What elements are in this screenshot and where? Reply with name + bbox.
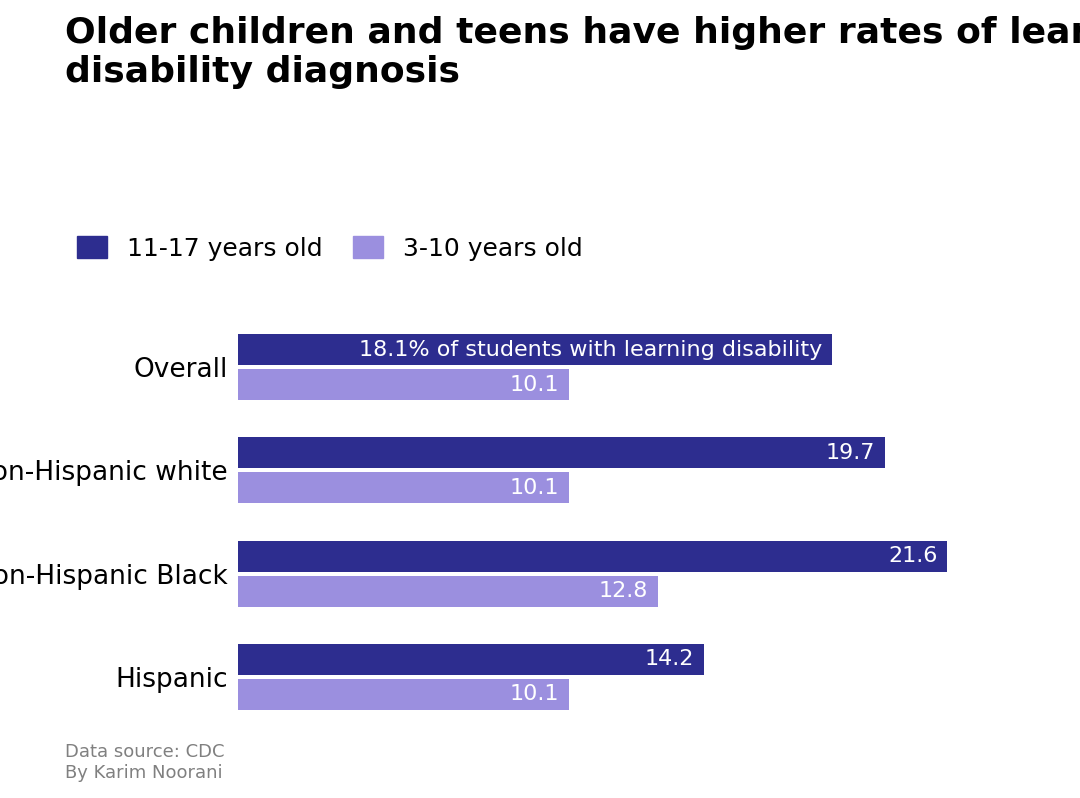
Text: 12.8: 12.8: [598, 581, 648, 601]
Bar: [238, 679, 569, 710]
Text: 10.1: 10.1: [510, 374, 559, 395]
Bar: [238, 540, 947, 571]
Bar: [238, 644, 704, 675]
Bar: [238, 369, 569, 400]
Legend: 11-17 years old, 3-10 years old: 11-17 years old, 3-10 years old: [78, 236, 583, 261]
Text: 18.1% of students with learning disability: 18.1% of students with learning disabili…: [359, 339, 822, 360]
Bar: [238, 437, 885, 468]
Text: Data source: CDC
By Karim Noorani: Data source: CDC By Karim Noorani: [65, 743, 225, 782]
Text: Older children and teens have higher rates of learning
disability diagnosis: Older children and teens have higher rat…: [65, 16, 1080, 89]
Text: 10.1: 10.1: [510, 685, 559, 705]
Bar: [238, 575, 658, 606]
Text: 21.6: 21.6: [888, 546, 937, 566]
Bar: [238, 472, 569, 504]
Text: 10.1: 10.1: [510, 478, 559, 498]
Text: 14.2: 14.2: [645, 650, 694, 670]
Text: 19.7: 19.7: [825, 443, 875, 463]
Bar: [238, 334, 833, 365]
